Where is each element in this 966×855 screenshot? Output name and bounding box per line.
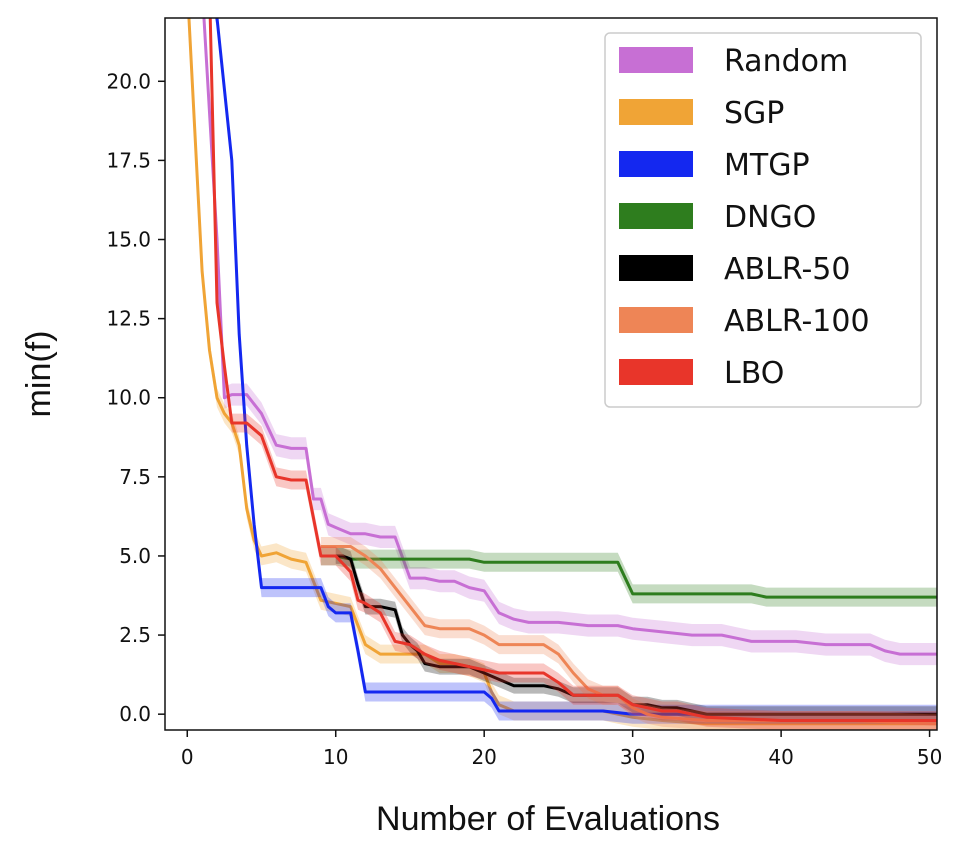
- x-axis: 0 10 20 30 40 50: [181, 730, 942, 769]
- legend-swatch-ablr-50: [619, 255, 693, 281]
- y-tick-label: 10.0: [106, 386, 151, 410]
- series-line-lbo: [208, 18, 937, 722]
- legend-label-dngo: DNGO: [724, 200, 816, 235]
- x-tick-label: 50: [917, 745, 942, 769]
- series-line-random: [202, 18, 937, 656]
- x-tick-label: 20: [471, 745, 496, 769]
- y-tick-label: 15.0: [106, 228, 151, 252]
- x-tick-label: 40: [768, 745, 793, 769]
- series-line-sgp: [187, 18, 937, 726]
- legend-swatch-dngo: [619, 203, 693, 229]
- x-tick-label: 30: [620, 745, 645, 769]
- legend-label-ablr-100: ABLR-100: [724, 304, 870, 339]
- legend-label-ablr-50: ABLR-50: [724, 252, 850, 287]
- series-band-ablr-100: [320, 537, 937, 730]
- legend: Random SGP MTGP DNGO ABLR-50 ABLR-100 LBO: [604, 32, 922, 408]
- series-band-ablr-50: [335, 548, 937, 723]
- y-tick-label: 20.0: [106, 69, 151, 93]
- legend-swatch-sgp: [619, 99, 693, 125]
- series-line-mtgp: [215, 18, 937, 716]
- series-line-dngo: [320, 554, 937, 599]
- legend-swatch-mtgp: [619, 151, 693, 177]
- legend-label-mtgp: MTGP: [724, 148, 810, 183]
- legend-label-random: Random: [724, 44, 848, 79]
- y-tick-label: 17.5: [106, 148, 151, 172]
- plot-frame: [164, 17, 938, 731]
- y-tick-label: 7.5: [119, 465, 151, 489]
- legend-swatch-lbo: [619, 359, 693, 385]
- series-line-ablr-50: [335, 554, 937, 716]
- y-tick-label: 0.0: [119, 702, 151, 726]
- y-tick-label: 2.5: [119, 623, 151, 647]
- y-axis: 0.0 2.5 5.0 7.5 10.0 12.5 15.0 17.5 20.0: [106, 69, 165, 726]
- y-tick-label: 5.0: [119, 544, 151, 568]
- x-axis-title: Number of Evaluations: [376, 800, 720, 838]
- legend-label-lbo: LBO: [724, 356, 784, 391]
- y-tick-label: 12.5: [106, 307, 151, 331]
- legend-swatch-random: [619, 47, 693, 73]
- legend-label-sgp: SGP: [724, 96, 784, 131]
- x-tick-label: 0: [181, 745, 194, 769]
- series-layer: [187, 18, 937, 730]
- y-axis-title: min(f): [20, 331, 58, 418]
- x-tick-label: 10: [323, 745, 348, 769]
- series-line-ablr-100: [320, 545, 937, 726]
- legend-swatch-ablr-100: [619, 307, 693, 333]
